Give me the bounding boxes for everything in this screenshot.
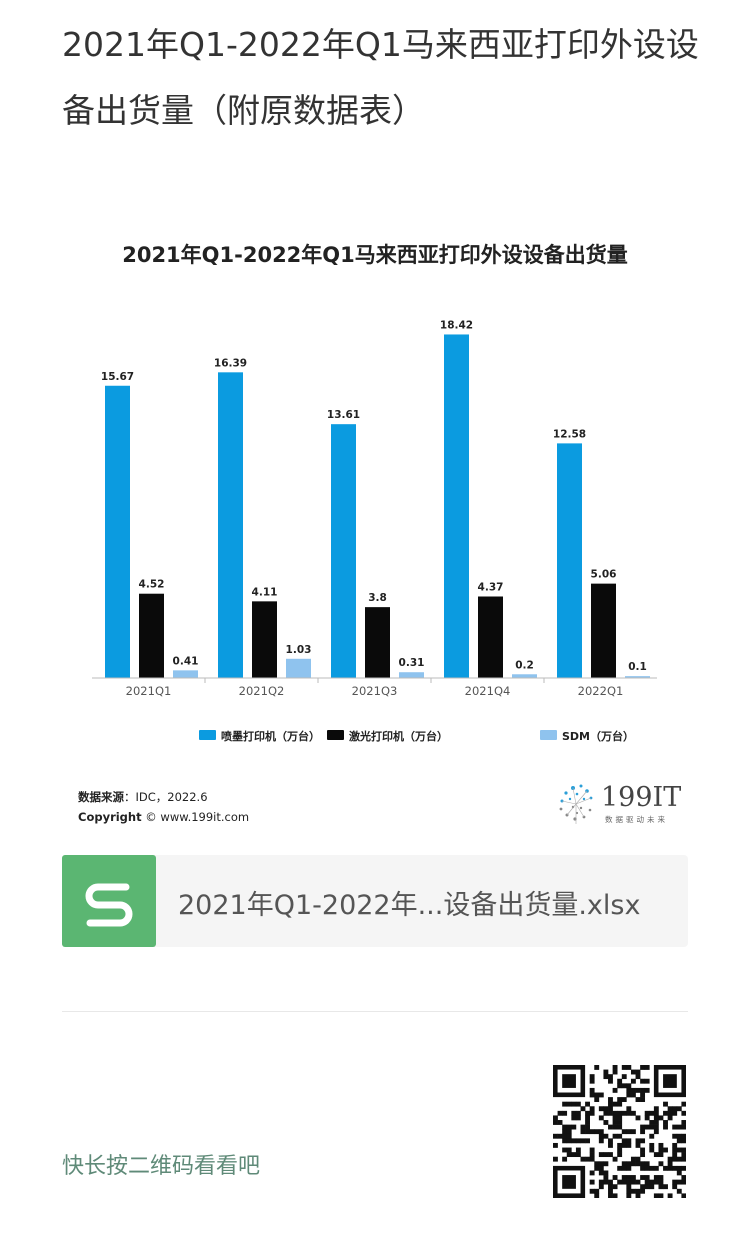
source-note: 数据来源：IDC，2022.6 Copyright © www.199it.co… — [78, 787, 249, 827]
legend-swatch — [327, 730, 344, 740]
dandelion-logo-icon — [559, 784, 593, 824]
source-value: ：IDC，2022.6 — [124, 790, 208, 804]
value-label: 18.42 — [440, 319, 473, 331]
chart-title: 2021年Q1-2022年Q1马来西亚打印外设设备出货量 — [122, 243, 628, 267]
bar-chart: 2021年Q1-2022年Q1马来西亚打印外设设备出货量 15.67 4.52 0.… — [92, 243, 657, 743]
bar-2021Q3-series-2 — [365, 607, 390, 678]
copyright-value: © www.199it.com — [141, 810, 250, 824]
value-label: 0.1 — [628, 661, 647, 673]
value-label: 3.8 — [368, 592, 387, 604]
bar-2022Q1-series-1 — [557, 443, 582, 678]
x-tick-label: 2021Q3 — [352, 684, 398, 698]
brand-tagline: 数据驱动未来 — [605, 815, 668, 824]
legend-swatch — [199, 730, 216, 740]
copyright-key: Copyright — [78, 810, 142, 824]
value-label: 0.2 — [515, 659, 534, 671]
bar-2021Q4-series-2 — [478, 596, 503, 678]
legend-label: SDM（万台） — [562, 729, 634, 743]
legend-label: 激光打印机（万台） — [349, 729, 448, 743]
qr-hint: 快长按二维码看看吧 — [62, 1154, 261, 1179]
value-label: 16.39 — [214, 357, 247, 369]
bar-2022Q1-series-3 — [625, 676, 650, 678]
bar-2022Q1-series-2 — [591, 583, 616, 678]
bar-2021Q3-series-3 — [399, 672, 424, 678]
x-tick-label: 2022Q1 — [578, 684, 624, 698]
bar-2021Q1-series-2 — [139, 593, 164, 678]
value-label: 0.31 — [399, 657, 425, 669]
value-label: 0.41 — [173, 655, 199, 667]
spreadsheet-s-icon — [62, 855, 156, 947]
source-line: 数据来源：IDC，2022.6 — [78, 787, 249, 807]
bar-2021Q2-series-2 — [252, 601, 277, 678]
value-label: 4.11 — [252, 586, 278, 598]
chart-figure: 2021年Q1-2022年Q1马来西亚打印外设设备出货量 15.67 4.52 0.… — [62, 215, 688, 845]
brand-name: 199IT — [601, 782, 682, 813]
bar-2021Q1-series-3 — [173, 670, 198, 678]
bar-2021Q3-series-1 — [331, 424, 356, 678]
bar-2021Q4-series-1 — [444, 334, 469, 678]
x-tick-label: 2021Q4 — [465, 684, 511, 698]
legend-label: 喷墨打印机（万台） — [221, 729, 320, 743]
bar-2021Q1-series-1 — [105, 385, 130, 678]
value-label: 15.67 — [101, 371, 134, 383]
divider — [62, 1011, 688, 1012]
value-label: 13.61 — [327, 409, 360, 421]
value-label: 12.58 — [553, 428, 586, 440]
x-tick-label: 2021Q2 — [239, 684, 285, 698]
value-label: 4.37 — [478, 581, 504, 593]
bar-2021Q4-series-3 — [512, 674, 537, 678]
value-label: 5.06 — [591, 569, 617, 581]
bar-2021Q2-series-3 — [286, 658, 311, 678]
source-key: 数据来源 — [78, 790, 124, 804]
qr-code-icon[interactable] — [553, 1065, 687, 1199]
page-title: 2021年Q1-2022年Q1马来西亚打印外设设备出货量（附原数据表） — [62, 25, 699, 130]
attachment-file-name: 2021年Q1-2022年...设备出货量.xlsx — [178, 890, 641, 921]
value-label: 1.03 — [286, 644, 312, 656]
legend-swatch — [540, 730, 557, 740]
copyright-line: Copyright © www.199it.com — [78, 807, 249, 827]
brand-logo: 199IT 数据驱动未来 — [553, 780, 683, 830]
bar-2021Q2-series-1 — [218, 372, 243, 678]
attachment-card[interactable]: 2021年Q1-2022年...设备出货量.xlsx — [62, 855, 688, 947]
value-label: 4.52 — [139, 579, 165, 591]
x-tick-label: 2021Q1 — [126, 684, 172, 698]
